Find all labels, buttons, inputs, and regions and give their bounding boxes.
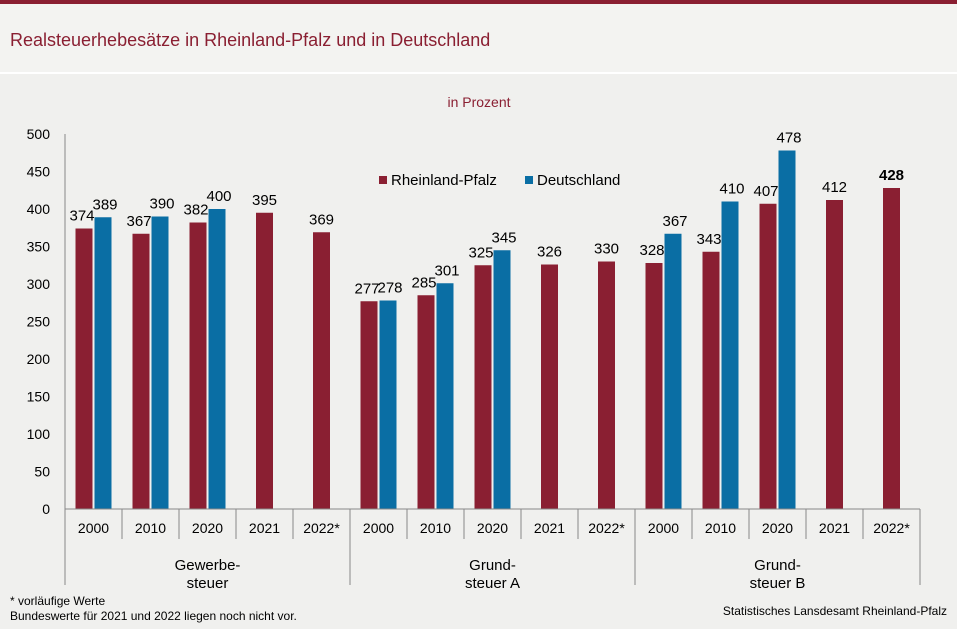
bar-rheinland-pfalz bbox=[360, 301, 378, 509]
data-label-deutschland: 410 bbox=[719, 181, 744, 198]
data-label-rheinland-pfalz: 374 bbox=[69, 208, 94, 225]
bar-deutschland bbox=[208, 209, 226, 509]
y-tick-label: 100 bbox=[27, 426, 51, 442]
data-label-rheinland-pfalz: 277 bbox=[354, 280, 379, 297]
y-tick-label: 50 bbox=[34, 464, 50, 480]
data-label-rheinland-pfalz: 367 bbox=[126, 213, 151, 230]
x-tick-label: 2020 bbox=[192, 520, 223, 536]
x-tick-label: 2020 bbox=[477, 520, 508, 536]
x-tick-label: 2022* bbox=[303, 520, 340, 536]
x-tick-label: 2022* bbox=[588, 520, 625, 536]
bar-rheinland-pfalz bbox=[313, 232, 330, 509]
legend-swatch-deutschland bbox=[525, 176, 533, 184]
x-tick-label: 2010 bbox=[705, 520, 736, 536]
y-tick-label: 450 bbox=[27, 164, 51, 180]
data-label-rheinland-pfalz: 428 bbox=[879, 167, 904, 184]
group-label: Grund- bbox=[469, 557, 516, 574]
bar-deutschland bbox=[778, 150, 796, 509]
bar-rheinland-pfalz bbox=[702, 251, 720, 509]
data-label-deutschland: 390 bbox=[149, 196, 174, 213]
data-label-rheinland-pfalz: 328 bbox=[639, 242, 664, 259]
data-label-deutschland: 278 bbox=[377, 280, 402, 297]
x-tick-label: 2010 bbox=[420, 520, 451, 536]
bar-deutschland bbox=[151, 216, 169, 509]
group-label: steuer bbox=[187, 575, 229, 590]
x-tick-label: 2022* bbox=[873, 520, 910, 536]
group-label: Gewerbe- bbox=[175, 557, 241, 574]
data-label-deutschland: 389 bbox=[92, 196, 117, 213]
data-label-rheinland-pfalz: 326 bbox=[537, 244, 562, 261]
bar-rheinland-pfalz bbox=[759, 203, 777, 509]
x-tick-label: 2020 bbox=[762, 520, 793, 536]
bar-deutschland bbox=[664, 233, 682, 509]
y-tick-label: 400 bbox=[27, 201, 51, 217]
bar-rheinland-pfalz bbox=[598, 261, 615, 509]
data-label-rheinland-pfalz: 330 bbox=[594, 241, 619, 258]
bar-deutschland bbox=[379, 300, 397, 509]
bar-deutschland bbox=[721, 201, 739, 509]
x-tick-label: 2021 bbox=[819, 520, 850, 536]
y-tick-label: 200 bbox=[27, 351, 51, 367]
x-tick-label: 2021 bbox=[534, 520, 565, 536]
chart-header: Realsteuerhebesätze in Rheinland-Pfalz u… bbox=[0, 4, 957, 74]
x-tick-label: 2021 bbox=[249, 520, 280, 536]
data-label-rheinland-pfalz: 343 bbox=[696, 231, 721, 248]
y-tick-label: 500 bbox=[27, 126, 51, 142]
bar-rheinland-pfalz bbox=[417, 295, 435, 509]
bar-deutschland bbox=[94, 217, 112, 509]
data-label-rheinland-pfalz: 382 bbox=[183, 202, 208, 219]
x-tick-label: 2000 bbox=[78, 520, 109, 536]
bar-rheinland-pfalz bbox=[75, 228, 93, 509]
bar-rheinland-pfalz bbox=[826, 200, 843, 509]
x-tick-label: 2000 bbox=[648, 520, 679, 536]
data-label-rheinland-pfalz: 369 bbox=[309, 211, 334, 228]
bar-rheinland-pfalz bbox=[645, 263, 663, 509]
footnote: * vorläufige Werte Bundeswerte für 2021 … bbox=[10, 594, 297, 624]
bar-deutschland bbox=[436, 283, 454, 509]
legend-label-deutschland: Deutschland bbox=[537, 172, 620, 189]
bar-rheinland-pfalz bbox=[132, 233, 150, 509]
data-label-rheinland-pfalz: 285 bbox=[411, 274, 436, 291]
data-label-rheinland-pfalz: 325 bbox=[468, 244, 493, 261]
bar-rheinland-pfalz bbox=[883, 188, 900, 509]
data-label-deutschland: 367 bbox=[662, 213, 687, 230]
bar-chart: in Prozent 0 50 100 150 200 250 300 350 400 450 500… bbox=[27, 94, 921, 590]
data-label-deutschland: 478 bbox=[776, 130, 801, 147]
chart-subtitle: in Prozent bbox=[447, 94, 510, 110]
y-tick-label: 0 bbox=[42, 501, 50, 517]
x-tick-label: 2010 bbox=[135, 520, 166, 536]
bar-rheinland-pfalz bbox=[474, 265, 492, 509]
top-accent-bar bbox=[0, 0, 957, 4]
group-label: Grund- bbox=[754, 557, 801, 574]
source-credit: Statistisches Lansdesamt Rheinland-Pfalz bbox=[722, 604, 947, 618]
bar-deutschland bbox=[493, 250, 511, 509]
data-label-rheinland-pfalz: 407 bbox=[753, 183, 778, 200]
bar-rheinland-pfalz bbox=[189, 222, 207, 509]
y-tick-label: 250 bbox=[27, 314, 51, 330]
y-tick-label: 150 bbox=[27, 389, 51, 405]
x-tick-label: 2000 bbox=[363, 520, 394, 536]
legend-label-rheinland-pfalz: Rheinland-Pfalz bbox=[391, 172, 497, 189]
footnote-line-2: Bundeswerte für 2021 und 2022 liegen noc… bbox=[10, 609, 297, 623]
data-label-deutschland: 301 bbox=[434, 262, 459, 279]
footnote-line-1: * vorläufige Werte bbox=[10, 594, 106, 608]
data-label-rheinland-pfalz: 395 bbox=[252, 192, 277, 209]
bar-rheinland-pfalz bbox=[541, 264, 558, 509]
y-tick-label: 300 bbox=[27, 276, 51, 292]
data-label-deutschland: 400 bbox=[206, 188, 231, 205]
group-label: steuer B bbox=[750, 575, 806, 590]
data-label-deutschland: 345 bbox=[491, 229, 516, 246]
legend-swatch-rheinland-pfalz bbox=[379, 176, 387, 184]
data-label-rheinland-pfalz: 412 bbox=[822, 179, 847, 196]
chart-title: Realsteuerhebesätze in Rheinland-Pfalz u… bbox=[10, 30, 491, 50]
group-label: steuer A bbox=[465, 575, 520, 590]
bar-rheinland-pfalz bbox=[256, 212, 273, 509]
y-tick-label: 350 bbox=[27, 239, 51, 255]
